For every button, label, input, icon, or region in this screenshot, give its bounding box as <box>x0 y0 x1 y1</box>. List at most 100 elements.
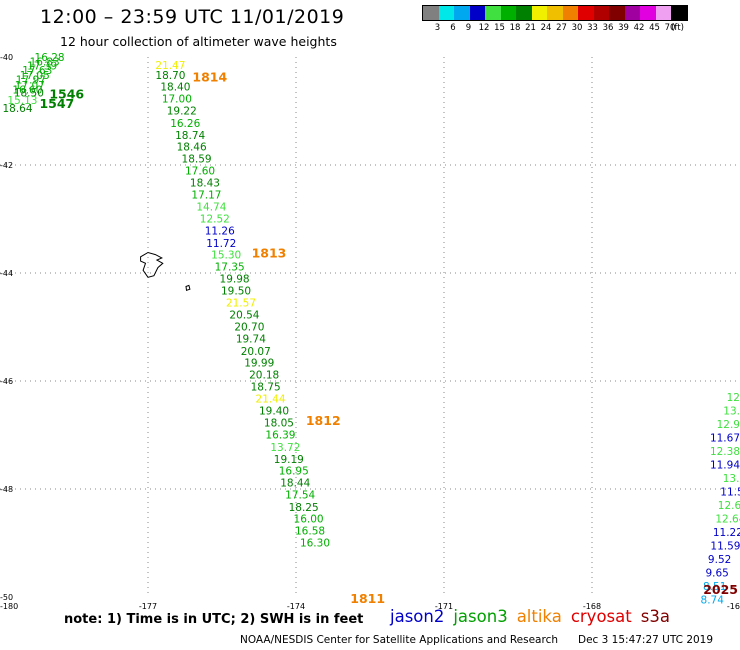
pass-number: 1547 <box>39 96 74 111</box>
swh-value: 17.39 <box>27 61 57 73</box>
legend-swatch <box>593 6 609 20</box>
swh-value: 17.00 <box>162 94 192 106</box>
legend-swatch <box>671 6 687 20</box>
swh-value: 17.97 <box>16 75 46 87</box>
swh-value: 18.75 <box>251 381 281 393</box>
legend-swatch <box>454 6 470 20</box>
swh-value: 18.70 <box>155 70 185 82</box>
swh-value: 16.00 <box>294 514 324 526</box>
pass-number: 1813 <box>252 245 287 260</box>
swh-value: 19.74 <box>236 333 266 345</box>
swh-value: 16.95 <box>279 466 309 478</box>
swh-value: 12.52 <box>200 213 230 225</box>
wave-height-observations: 21.4718.7018.4017.0019.2216.2618.7418.46… <box>2 52 740 607</box>
lon-tick-label: -16 <box>727 602 740 611</box>
legend-labels: 3 6 9 12 15 18 21 24 27 30 33 36 39 42 45 70 (ft) <box>422 21 688 33</box>
legend-label: 45 <box>649 23 660 33</box>
swh-value: 18.43 <box>190 177 220 189</box>
satellite-jason3: jason3 <box>453 607 508 626</box>
swh-value: 9.65 <box>705 568 728 580</box>
map-axes: -40 -42 -44 -46 -48 -50-180 -177 -174 -171 -168 -1… <box>0 53 740 611</box>
swh-value: 18.25 <box>289 502 319 514</box>
legend-swatch <box>624 6 640 20</box>
footer-note: note: 1) Time is in UTC; 2) SWH is in fe… <box>64 612 364 627</box>
swh-value: 16.26 <box>170 118 200 130</box>
satellite-altika: altika <box>516 607 562 626</box>
swh-value: 11.22 <box>713 527 740 539</box>
swh-value: 18.59 <box>182 154 212 166</box>
swh-value: 19.19 <box>274 454 304 466</box>
swh-value: 18.05 <box>264 418 294 430</box>
swh-value: 12.9 <box>717 419 740 431</box>
swh-value: 20.18 <box>249 370 279 382</box>
island-chatham <box>140 251 164 278</box>
swh-value: 16.28 <box>35 52 65 64</box>
swh-value: 14.74 <box>196 202 226 214</box>
swh-value: 17.63 <box>22 65 52 77</box>
lat-tick-label: -42 <box>0 161 13 170</box>
legend-swatch <box>547 6 563 20</box>
legend-swatch <box>438 6 454 20</box>
satellite-jason2: jason2 <box>390 607 445 626</box>
pass-number: 1814 <box>192 69 227 84</box>
legend-swatch <box>531 6 547 20</box>
legend-swatch <box>655 6 671 20</box>
swh-value: 11.72 <box>206 238 236 250</box>
swh-value: 13. <box>723 406 740 418</box>
legend-label: 18 <box>509 23 521 33</box>
legend-label: 15 <box>494 23 505 33</box>
swh-value: 17.35 <box>215 262 245 274</box>
legend-label: 42 <box>633 23 645 33</box>
footer-credit: NOAA/NESDIS Center for Satellite Applica… <box>240 634 713 646</box>
swh-value: 11.26 <box>205 225 235 237</box>
swh-value: 21.47 <box>155 60 185 72</box>
satellite-s3a: s3a <box>640 607 670 626</box>
swh-value: 18.40 <box>160 82 190 94</box>
map-grid <box>0 57 740 597</box>
lat-tick-label: -48 <box>0 485 13 494</box>
swh-value: 18.64 <box>2 103 32 115</box>
color-legend: 3 6 9 12 15 18 21 24 27 30 33 36 39 42 45 70 (ft) <box>422 5 688 33</box>
legend-label: 9 <box>465 23 472 33</box>
page-subtitle: 12 hour collection of altimeter wave hei… <box>60 34 337 49</box>
lat-tick-label: -44 <box>0 269 13 278</box>
pass-number: 2025 <box>703 582 738 597</box>
swh-value: 19.50 <box>221 285 251 297</box>
swh-value: 19.99 <box>244 358 274 370</box>
legend-swatch <box>500 6 516 20</box>
legend-swatch <box>516 6 532 20</box>
swh-value: 16.58 <box>295 526 325 538</box>
legend-swatch <box>423 6 439 20</box>
swh-value: 19.98 <box>220 273 250 285</box>
swh-value: 8.51 <box>703 581 726 593</box>
swh-value: 11.67 <box>710 433 740 445</box>
swh-value: 12.62 <box>718 500 740 512</box>
lon-tick-label: -168 <box>583 602 601 611</box>
legend-color-bar <box>422 5 688 21</box>
legend-swatch <box>609 6 625 20</box>
swh-value: 12.38 <box>710 446 740 458</box>
legend-swatch <box>562 6 578 20</box>
swh-value: 8.74 <box>701 595 725 607</box>
swh-value: 17.05 <box>20 70 50 82</box>
legend-swatch <box>469 6 485 20</box>
legend-label: 21 <box>525 23 536 33</box>
legend-unit: (ft) <box>671 23 684 33</box>
timestamp: Dec 3 15:47:27 UTC 2019 <box>578 634 714 646</box>
swh-value: 20.70 <box>234 321 264 333</box>
swh-value: 16.83 <box>30 56 60 68</box>
legend-label: 39 <box>618 23 629 33</box>
island-pitt <box>185 284 191 291</box>
legend-label: 24 <box>540 23 552 33</box>
swh-value: 18.74 <box>175 130 205 142</box>
swh-value: 17.60 <box>185 165 215 177</box>
swh-value: 17.54 <box>285 489 315 501</box>
legend-label: 30 <box>571 23 583 33</box>
pass-number: 1812 <box>306 413 341 428</box>
legend-label: 3 <box>434 23 441 33</box>
swh-value: 16.60 <box>12 84 42 96</box>
swh-value: 15.30 <box>211 250 241 262</box>
pass-number: 1811 <box>350 591 385 606</box>
